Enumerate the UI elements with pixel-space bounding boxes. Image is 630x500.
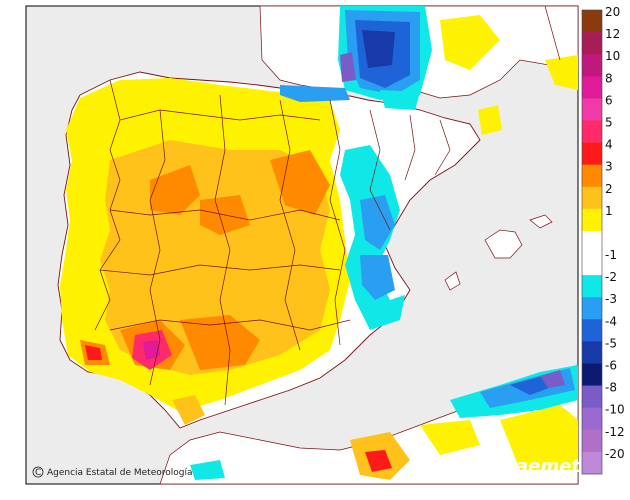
legend-label: -8 <box>605 381 617 395</box>
legend-swatch <box>582 76 602 99</box>
legend-swatch <box>582 253 602 276</box>
legend-label: 8 <box>605 71 613 85</box>
legend-label: 1 <box>605 204 613 218</box>
legend-label: 3 <box>605 160 613 174</box>
legend-label: 2 <box>605 182 613 196</box>
legend-swatch <box>582 319 602 342</box>
legend-swatch <box>582 32 602 55</box>
admin-borders <box>94 5 561 406</box>
cold-anomaly-areas <box>190 6 578 480</box>
legend-label: 4 <box>605 138 613 152</box>
aemet-logo-icon <box>503 460 513 472</box>
credit-text: Agencia Estatal de Meteorología <box>47 468 193 478</box>
legend-swatch <box>582 363 602 386</box>
legend-label: -12 <box>605 425 625 439</box>
legend: 20 12 10 8 6 5 4 3 2 1 -1 -2 -3 -4 -5 -6 -8 -10 -12 -20 <box>581 5 625 475</box>
legend-label: -4 <box>605 314 617 328</box>
legend-label: 5 <box>605 116 613 130</box>
legend-label: -1 <box>605 248 617 262</box>
legend-label: -6 <box>605 359 617 373</box>
legend-swatch <box>582 385 602 408</box>
legend-swatch <box>582 98 602 121</box>
mallorca-land <box>484 229 523 259</box>
legend-label: 6 <box>605 93 613 107</box>
warm-anomaly-areas <box>60 15 578 480</box>
menorca-land <box>529 214 553 229</box>
legend-swatch <box>582 429 602 453</box>
legend-swatch <box>582 407 602 431</box>
legend-swatch <box>582 164 602 188</box>
legend-swatch <box>582 208 602 232</box>
legend-label: 20 <box>605 5 620 19</box>
legend-label: 12 <box>605 27 620 41</box>
ibiza-land <box>444 271 461 291</box>
legend-label: 10 <box>605 49 620 63</box>
legend-swatch <box>582 186 602 210</box>
aemet-logo: aemet <box>503 456 581 477</box>
legend-swatch <box>582 275 602 298</box>
legend-swatch <box>582 297 602 320</box>
legend-label: -10 <box>605 403 625 417</box>
legend-swatch <box>582 10 602 33</box>
copyright-icon <box>32 466 44 478</box>
legend-swatch <box>582 120 602 143</box>
credit-line: C Agencia Estatal de Meteorología <box>32 466 193 478</box>
aemet-logo-text: aemet <box>516 456 581 477</box>
legend-swatch <box>582 231 602 254</box>
legend-frame <box>581 9 603 475</box>
copyright-symbol: C <box>35 468 41 478</box>
legend-swatch <box>582 451 602 475</box>
legend-label: -5 <box>605 336 617 350</box>
legend-swatch <box>582 54 602 77</box>
legend-label: -3 <box>605 292 617 306</box>
legend-label: -20 <box>605 447 625 461</box>
legend-swatch <box>582 142 602 165</box>
legend-swatch <box>582 341 602 364</box>
legend-label: -2 <box>605 270 617 284</box>
